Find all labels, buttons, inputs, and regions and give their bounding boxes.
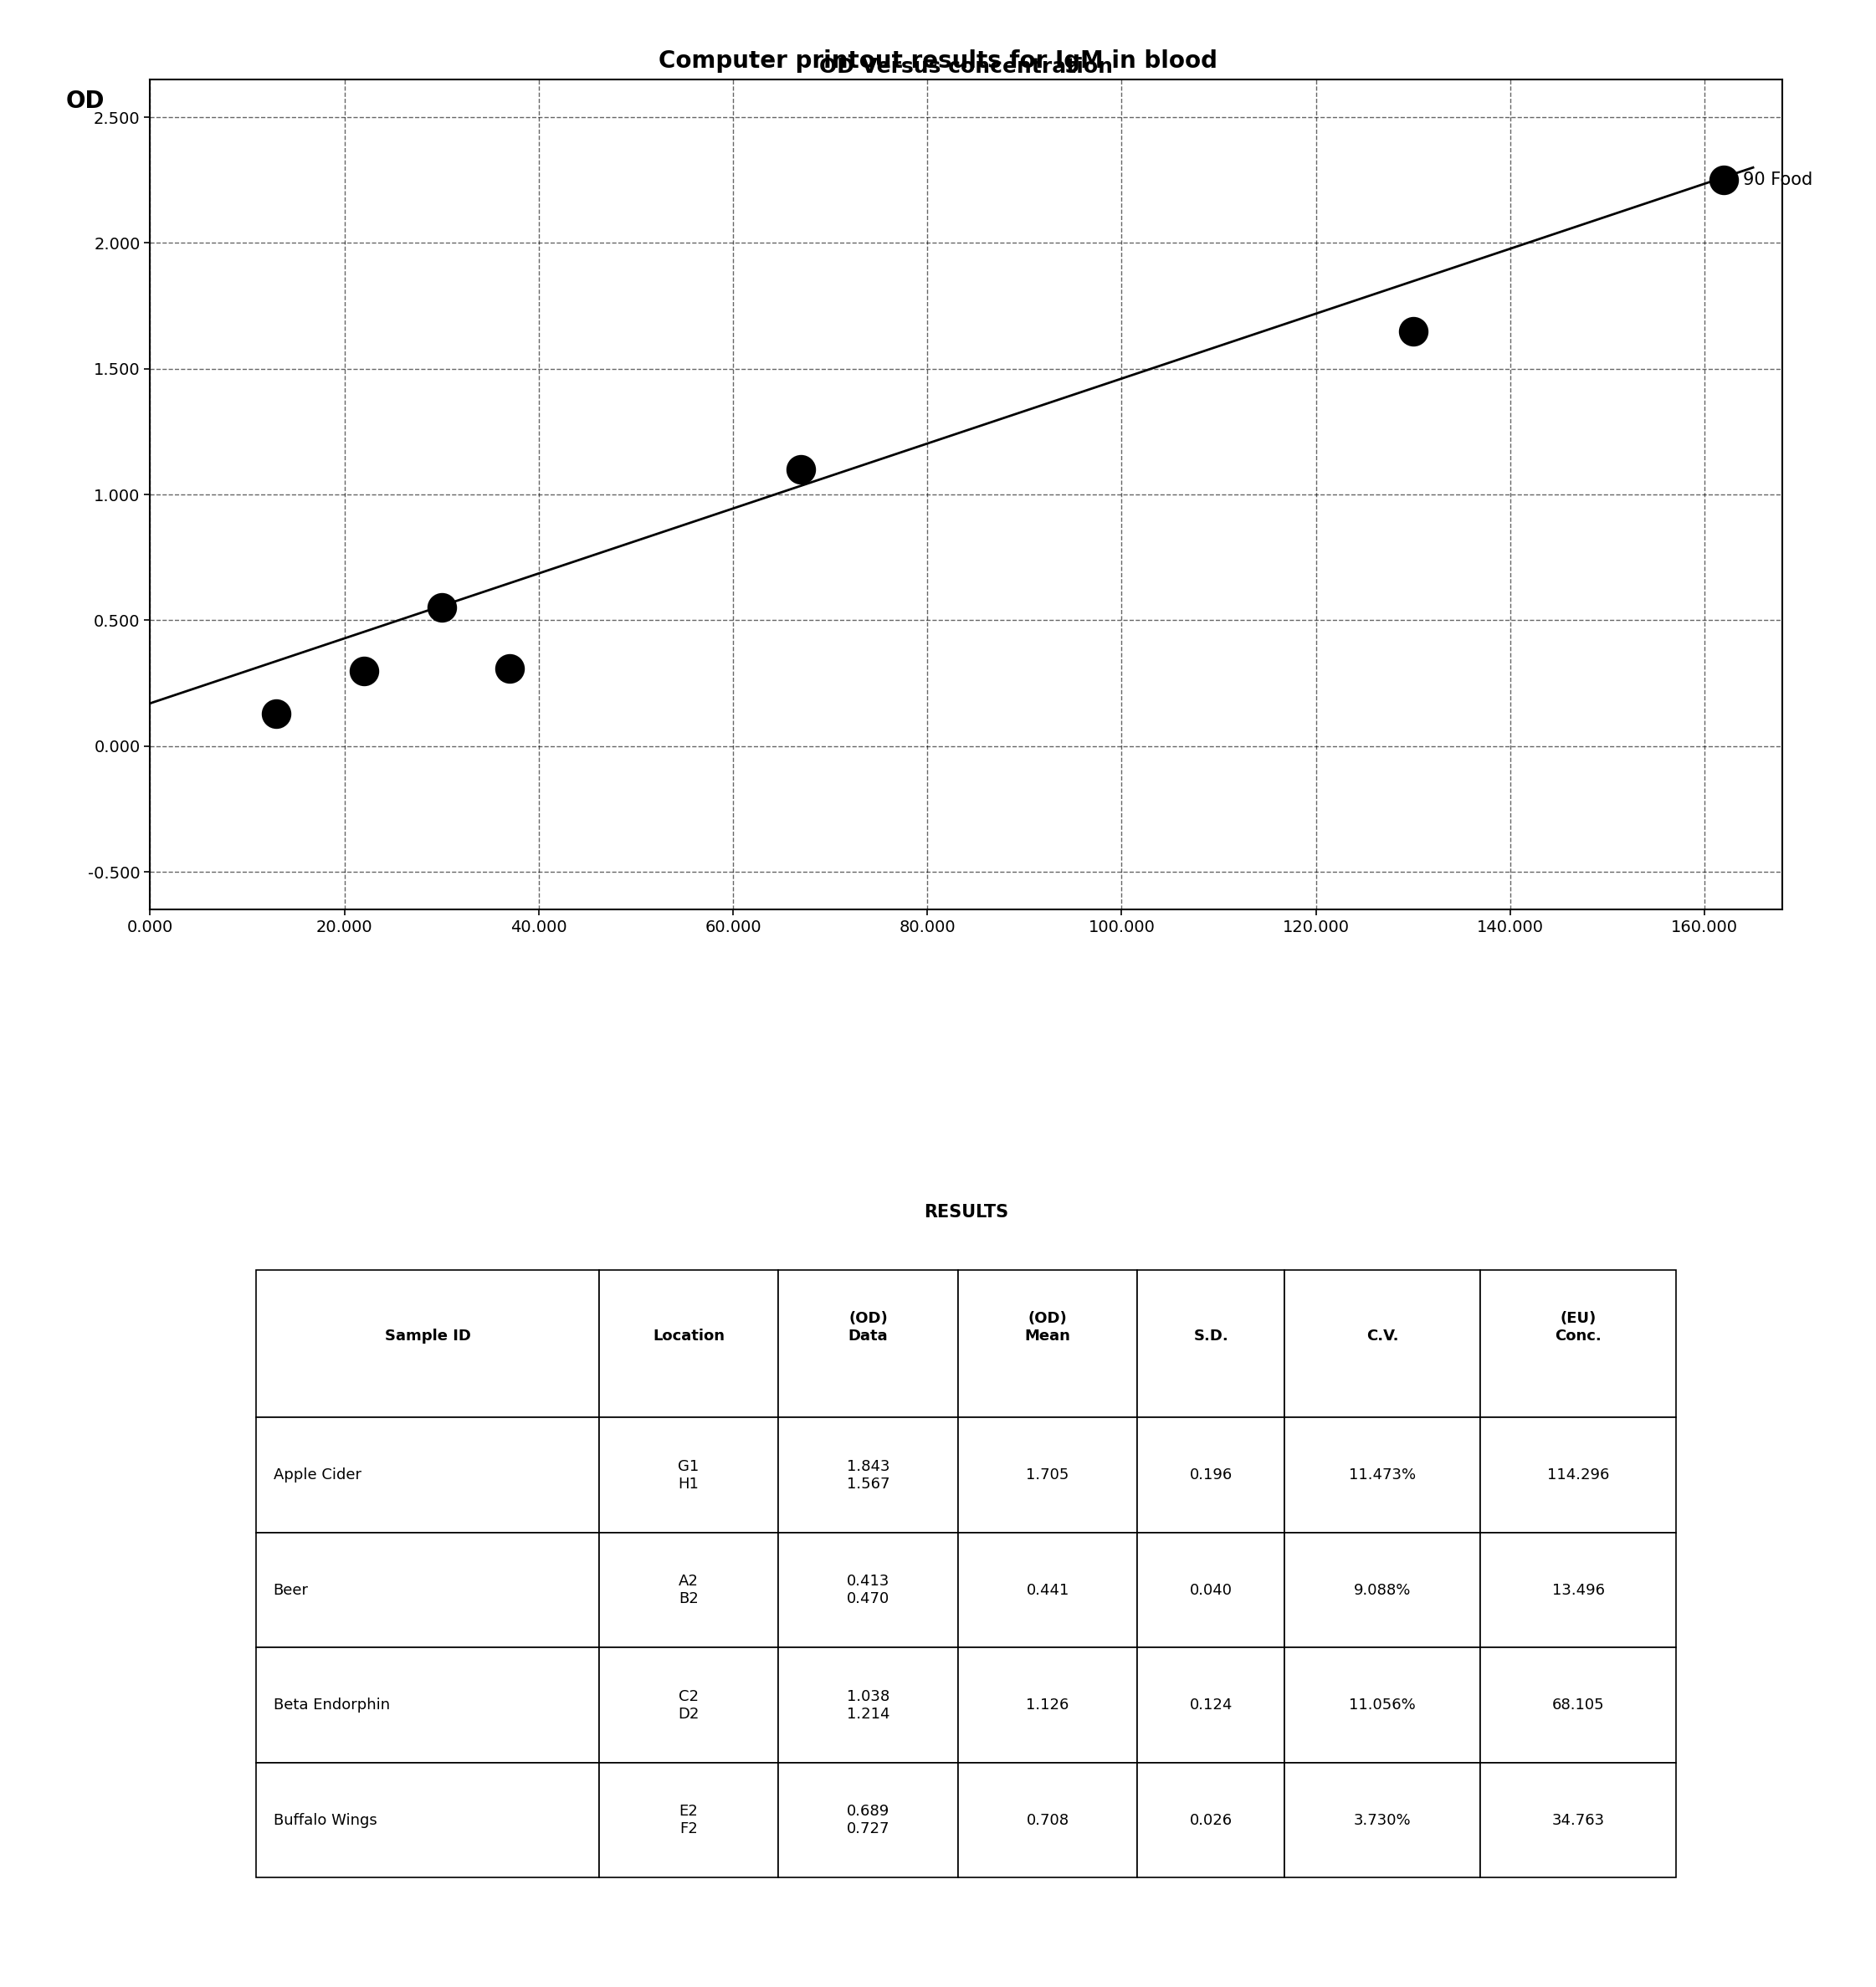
Point bbox=[349, 656, 379, 688]
Text: RESULTS: RESULTS bbox=[923, 1204, 1009, 1220]
Point bbox=[1398, 316, 1428, 348]
Text: 90 Food: 90 Food bbox=[1743, 171, 1812, 189]
Point bbox=[495, 652, 525, 684]
Point bbox=[1709, 165, 1739, 197]
Point bbox=[786, 453, 816, 485]
Point bbox=[261, 697, 291, 729]
Text: OD: OD bbox=[66, 89, 105, 113]
Text: Computer printout results for IgM in blood: Computer printout results for IgM in blo… bbox=[658, 50, 1218, 74]
Title: OD Versus concentration: OD Versus concentration bbox=[820, 56, 1112, 77]
Point bbox=[426, 592, 456, 624]
